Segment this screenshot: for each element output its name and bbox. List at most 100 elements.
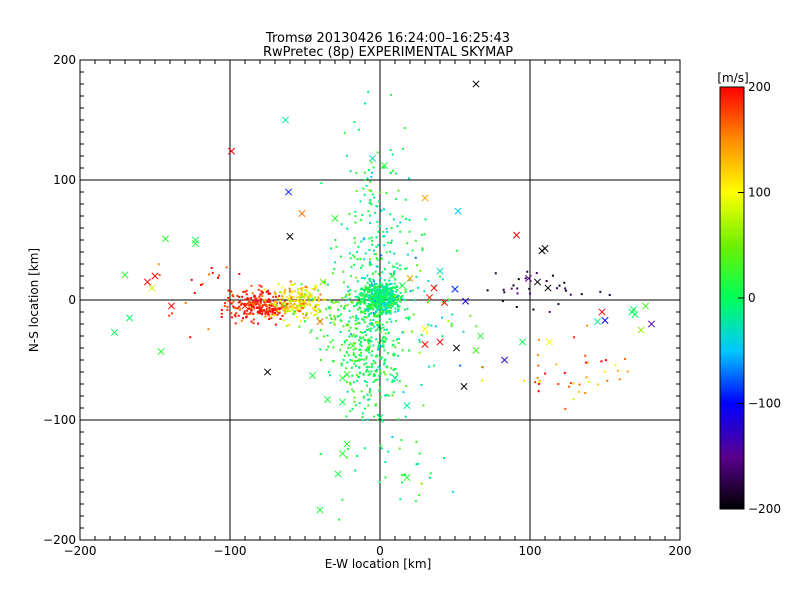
scatter-dot bbox=[386, 306, 389, 309]
scatter-dot bbox=[365, 333, 368, 336]
scatter-dot bbox=[346, 227, 349, 230]
scatter-dot bbox=[358, 336, 361, 339]
scatter-dot bbox=[447, 320, 450, 323]
scatter-dot bbox=[377, 323, 380, 326]
scatter-dot bbox=[351, 388, 354, 391]
scatter-dot bbox=[300, 289, 303, 292]
scatter-dot bbox=[584, 361, 587, 364]
scatter-dot bbox=[361, 331, 364, 334]
scatter-dot bbox=[400, 439, 403, 442]
scatter-dot bbox=[366, 282, 369, 285]
scatter-dot bbox=[310, 312, 313, 315]
scatter-dot bbox=[373, 253, 376, 256]
scatter-dot bbox=[372, 359, 375, 362]
scatter-dot bbox=[208, 273, 211, 276]
scatter-dot bbox=[376, 378, 379, 381]
scatter-dot bbox=[370, 290, 373, 293]
scatter-dot bbox=[377, 305, 380, 308]
scatter-dot bbox=[297, 288, 300, 291]
scatter-dot bbox=[369, 180, 372, 183]
scatter-dot bbox=[276, 313, 279, 316]
scatter-dot bbox=[599, 290, 602, 293]
scatter-dot bbox=[426, 301, 429, 304]
scatter-dot bbox=[386, 303, 389, 306]
scatter-dot bbox=[387, 450, 390, 453]
scatter-dot bbox=[376, 323, 379, 326]
scatter-dot bbox=[396, 267, 399, 270]
scatter-dot bbox=[354, 360, 357, 363]
scatter-dot bbox=[259, 293, 262, 296]
scatter-dot bbox=[404, 198, 407, 201]
scatter-dot bbox=[368, 237, 371, 240]
scatter-dot bbox=[201, 282, 204, 285]
scatter-dot bbox=[385, 393, 388, 396]
scatter-cross bbox=[284, 188, 293, 196]
scatter-dot bbox=[289, 310, 292, 313]
scatter-dot bbox=[293, 302, 296, 305]
scatter-dot bbox=[358, 371, 361, 374]
scatter-dot bbox=[277, 283, 280, 286]
scatter-dot bbox=[296, 308, 299, 311]
scatter-dot bbox=[268, 318, 271, 321]
scatter-dot bbox=[288, 324, 291, 327]
scatter-dot bbox=[376, 288, 379, 291]
scatter-dot bbox=[352, 348, 355, 351]
scatter-dot bbox=[373, 361, 376, 364]
scatter-dot bbox=[363, 193, 366, 196]
scatter-dot bbox=[374, 370, 377, 373]
scatter-dot bbox=[385, 227, 388, 230]
scatter-dot bbox=[278, 295, 281, 298]
scatter-dot bbox=[373, 375, 376, 378]
scatter-dot bbox=[369, 543, 371, 545]
scatter-dot bbox=[421, 247, 424, 250]
scatter-dot bbox=[303, 299, 306, 302]
scatter-dot bbox=[227, 296, 230, 299]
scatter-dot bbox=[381, 297, 384, 300]
scatter-dot bbox=[380, 254, 383, 257]
scatter-dot bbox=[252, 313, 255, 316]
scatter-dot bbox=[413, 299, 416, 302]
scatter-dot bbox=[371, 284, 374, 287]
scatter-dot bbox=[294, 299, 297, 302]
scatter-dot bbox=[382, 230, 385, 233]
scatter-dot bbox=[391, 289, 394, 292]
scatter-dot bbox=[538, 379, 541, 382]
scatter-dot bbox=[370, 297, 373, 300]
scatter-dot bbox=[375, 236, 378, 239]
scatter-cross bbox=[512, 231, 521, 239]
scatter-dot bbox=[377, 314, 380, 317]
scatter-dot bbox=[294, 312, 297, 315]
scatter-dot bbox=[319, 358, 322, 361]
scatter-dot bbox=[369, 303, 372, 306]
scatter-dot bbox=[603, 370, 606, 373]
scatter-dot bbox=[257, 312, 260, 315]
scatter-dot bbox=[355, 365, 358, 368]
scatter-dot bbox=[326, 334, 329, 337]
scatter-dot bbox=[420, 233, 423, 236]
scatter-cross bbox=[388, 272, 396, 280]
scatter-dot bbox=[284, 311, 287, 314]
scatter-dot bbox=[373, 293, 376, 296]
scatter-dot bbox=[292, 310, 295, 313]
scatter-dot bbox=[308, 298, 311, 301]
y-tick-label: −100 bbox=[43, 413, 76, 427]
scatter-dot bbox=[260, 290, 263, 293]
scatter-dot bbox=[281, 285, 284, 288]
scatter-dot bbox=[374, 321, 377, 324]
scatter-dot bbox=[397, 418, 400, 421]
scatter-dot bbox=[371, 193, 374, 196]
scatter-dot bbox=[382, 326, 385, 329]
scatter-dot bbox=[260, 298, 263, 301]
scatter-dot bbox=[372, 325, 375, 328]
scatter-dot bbox=[568, 385, 571, 388]
scatter-dot bbox=[430, 324, 433, 327]
scatter-dot bbox=[388, 295, 391, 298]
scatter-dot bbox=[408, 349, 411, 352]
scatter-dot bbox=[626, 370, 629, 373]
scatter-dot bbox=[355, 314, 358, 317]
scatter-dot bbox=[375, 283, 378, 286]
scatter-dot bbox=[373, 286, 376, 289]
scatter-dot bbox=[428, 476, 431, 479]
scatter-dot bbox=[362, 396, 365, 399]
scatter-dot bbox=[272, 304, 275, 307]
